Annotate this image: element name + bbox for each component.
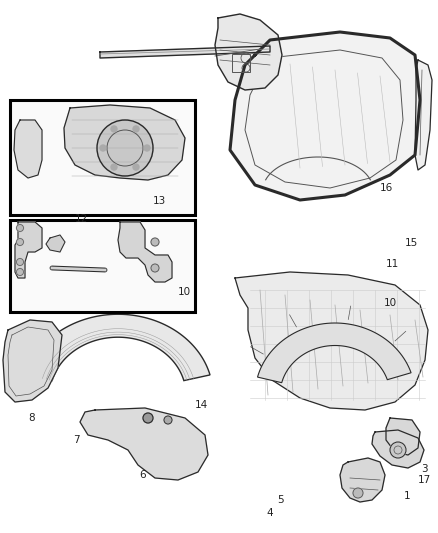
Polygon shape	[118, 222, 172, 282]
Text: 5: 5	[277, 495, 284, 505]
Polygon shape	[46, 235, 65, 252]
Circle shape	[17, 238, 24, 246]
Text: 3: 3	[421, 464, 428, 474]
Text: 7: 7	[73, 435, 80, 445]
Circle shape	[17, 259, 24, 265]
Polygon shape	[235, 272, 428, 410]
Text: 10: 10	[177, 287, 191, 297]
Circle shape	[133, 126, 139, 132]
Text: 10: 10	[384, 298, 397, 308]
Text: 13: 13	[153, 197, 166, 206]
Circle shape	[97, 120, 153, 176]
Text: 11: 11	[385, 260, 399, 269]
Polygon shape	[80, 408, 208, 480]
Circle shape	[144, 145, 150, 151]
Bar	[10, 220, 195, 312]
Circle shape	[111, 126, 117, 132]
Text: 16: 16	[380, 183, 393, 192]
Circle shape	[100, 145, 106, 151]
Text: 1: 1	[404, 491, 411, 500]
Circle shape	[164, 416, 172, 424]
Polygon shape	[215, 14, 282, 90]
Circle shape	[151, 264, 159, 272]
Polygon shape	[386, 418, 420, 455]
Circle shape	[133, 164, 139, 170]
Polygon shape	[415, 60, 432, 170]
Polygon shape	[64, 105, 185, 180]
Polygon shape	[14, 120, 42, 178]
Text: 17: 17	[418, 475, 431, 484]
Circle shape	[151, 238, 159, 246]
Circle shape	[17, 269, 24, 276]
Text: 6: 6	[139, 471, 146, 480]
Bar	[232, 54, 250, 72]
Text: 15: 15	[405, 238, 418, 248]
Circle shape	[353, 488, 363, 498]
Polygon shape	[230, 32, 420, 200]
Polygon shape	[26, 314, 210, 381]
Bar	[10, 100, 195, 215]
Polygon shape	[100, 46, 270, 58]
Polygon shape	[15, 222, 42, 278]
Polygon shape	[340, 458, 385, 502]
Circle shape	[111, 164, 117, 170]
Text: 8: 8	[28, 414, 35, 423]
Circle shape	[390, 442, 406, 458]
Text: 14: 14	[195, 400, 208, 410]
Text: 4: 4	[266, 508, 273, 518]
Polygon shape	[3, 320, 62, 402]
Text: 12: 12	[74, 214, 88, 223]
Circle shape	[17, 224, 24, 231]
Polygon shape	[258, 323, 411, 383]
Circle shape	[143, 413, 153, 423]
Polygon shape	[372, 430, 424, 468]
